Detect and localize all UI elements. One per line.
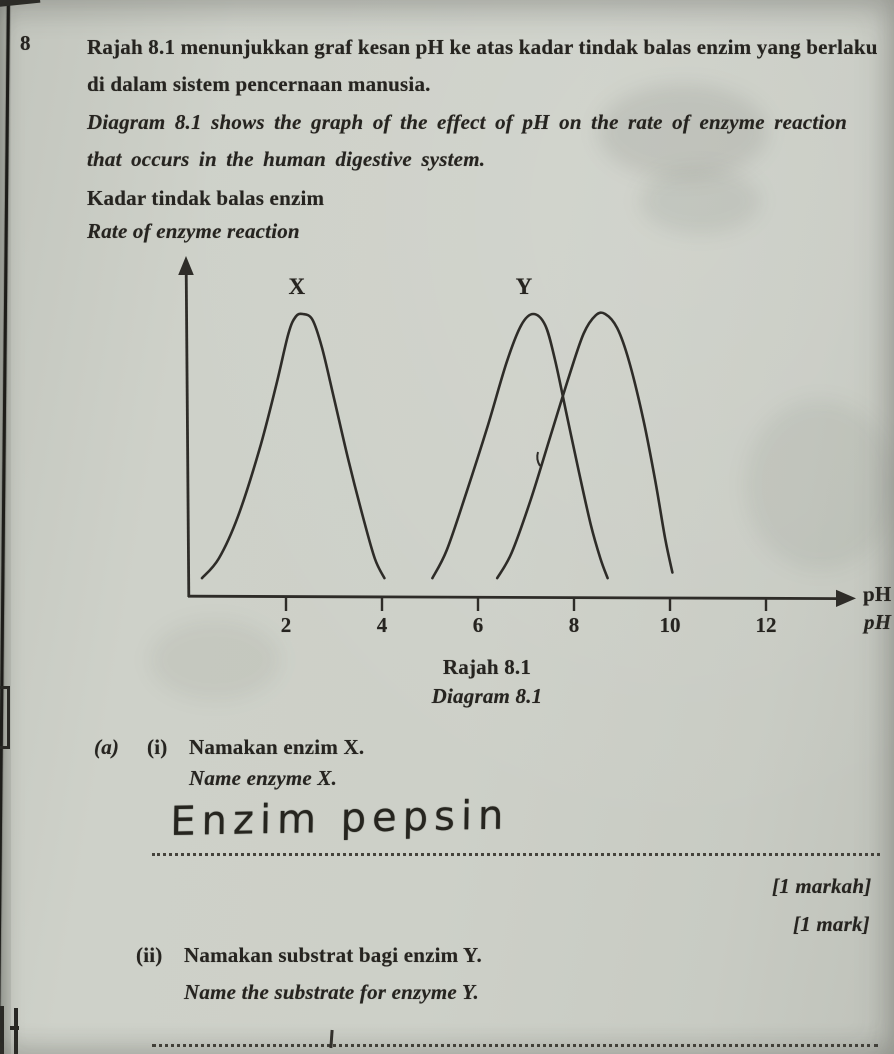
scan-edge-artifact	[0, 1006, 4, 1054]
scan-edge-artifact	[14, 1008, 18, 1054]
question-ii-malay: Namakan substrat bagi enzim Y.	[184, 943, 482, 967]
curve-unlabelled	[495, 311, 674, 580]
chart-xlabel-english: pH	[864, 610, 892, 634]
curve-label-Y: Y	[515, 273, 533, 299]
curve-label-X: X	[288, 273, 306, 299]
x-tick-label: 8	[568, 613, 580, 637]
answer-dotted-line-2	[152, 1044, 878, 1047]
y-axis	[184, 269, 191, 598]
marks-malay: [1 markah]	[772, 874, 872, 898]
intro-english-line2: that occurs in the human digestive syste…	[87, 147, 486, 171]
ph-enzyme-graph	[178, 256, 856, 611]
question-number: 8	[20, 31, 31, 55]
figure-caption-malay: Rajah 8.1	[442, 655, 532, 679]
x-tick-label: 10	[659, 613, 681, 637]
figure-caption-english: Diagram 8.1	[431, 684, 543, 708]
y-axis-arrow	[178, 256, 194, 275]
scan-smudge	[640, 168, 760, 234]
scan-bracket-artifact	[0, 686, 10, 749]
intro-malay-line1: Rajah 8.1 menunjukkan graf kesan pH ke a…	[87, 35, 878, 59]
chart-ylabel-malay: Kadar tindak balas enzim	[87, 186, 325, 210]
x-axis-arrow	[836, 589, 856, 607]
answer-dotted-line	[152, 853, 880, 856]
intro-english-line1: Diagram 8.1 shows the graph of the effec…	[87, 110, 848, 134]
handwritten-answer: Enzim pepsin	[169, 792, 510, 846]
part-a-label: (a)	[94, 735, 120, 759]
marks-english: [1 mark]	[793, 912, 870, 936]
curve-X	[200, 312, 386, 580]
question-i-malay: Namakan enzim X.	[189, 735, 365, 759]
page-left-margin-shadow	[0, 0, 11, 1054]
intro-malay-line2: di dalam sistem pencernaan manusia.	[87, 72, 431, 96]
x-axis	[187, 594, 840, 600]
chart-ylabel-english: Rate of enzyme reaction	[87, 219, 300, 243]
x-tick-label: 2	[280, 613, 292, 637]
part-i-label: (i)	[147, 735, 168, 759]
x-tick-label: 4	[376, 613, 388, 637]
x-tick-label: 12	[755, 613, 777, 637]
part-ii-label: (ii)	[136, 943, 163, 967]
curve-Y	[431, 312, 609, 580]
x-tick-label: 6	[472, 613, 484, 637]
scan-stray-mark	[536, 451, 541, 467]
chart-xlabel-malay: pH	[863, 582, 892, 606]
question-ii-english: Name the substrate for enzyme Y.	[184, 980, 479, 1004]
question-i-english: Name enzyme X.	[189, 766, 338, 790]
